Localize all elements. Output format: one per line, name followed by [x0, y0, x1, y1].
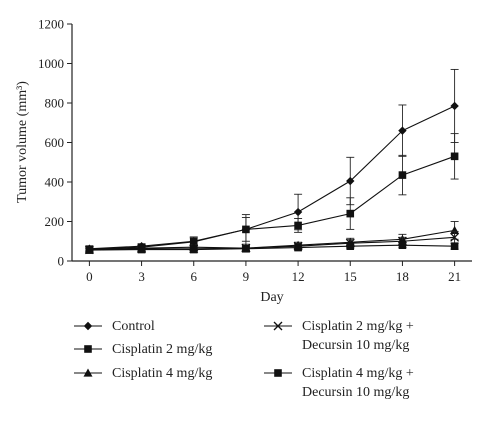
y-tick-label: 200	[45, 214, 65, 229]
y-tick-label: 400	[45, 175, 65, 190]
data-point	[450, 101, 459, 111]
data-point	[242, 244, 250, 253]
series-line	[89, 105, 455, 250]
data-point	[85, 246, 94, 254]
series-line	[89, 244, 455, 251]
data-point	[294, 243, 302, 252]
data-point	[450, 152, 459, 161]
legend-label: Cisplatin 4 mg/kg	[112, 366, 212, 381]
data-point	[189, 238, 198, 246]
legend-marker	[83, 321, 93, 331]
legend-item-3: Cisplatin 4 mg/kg	[74, 366, 212, 381]
legend-label: Control	[112, 319, 155, 334]
legend: Control Cisplatin 2 mg/kg Cisplatin 4 mg/k…	[74, 319, 414, 400]
x-tick-label: 3	[138, 269, 145, 284]
x-tick-label: 12	[292, 269, 305, 284]
series-5	[85, 241, 459, 254]
series-layer	[84, 68, 460, 255]
data-point	[450, 232, 460, 242]
data-point	[293, 207, 303, 217]
legend-label: Cisplatin 2 mg/kg +	[302, 319, 414, 334]
legend-marker	[84, 345, 92, 353]
legend-label: Cisplatin 4 mg/kg +	[302, 366, 414, 381]
series-line	[89, 155, 455, 250]
x-tick-label: 15	[344, 269, 357, 284]
data-point	[242, 225, 250, 234]
legend-label: Decursin 10 mg/kg	[302, 338, 409, 353]
data-point	[450, 242, 459, 250]
marker-stroke	[273, 321, 283, 331]
data-point	[346, 242, 355, 250]
x-tick-label: 18	[396, 269, 409, 284]
legend-label: Decursin 10 mg/kg	[302, 385, 409, 400]
series-line	[89, 236, 455, 251]
legend-item-4: Cisplatin 2 mg/kg + Decursin 10 mg/kg	[264, 319, 414, 353]
x-tick-label: 21	[448, 269, 461, 284]
marker-stroke	[450, 232, 460, 242]
data-point	[189, 245, 198, 254]
x-tick-label: 9	[243, 269, 250, 284]
x-axis-title: Day	[260, 290, 283, 305]
y-tick-label: 0	[58, 254, 65, 269]
y-tick-label: 600	[45, 135, 65, 150]
x-tick-label: 0	[86, 269, 93, 284]
legend-marker	[274, 369, 282, 377]
legend-marker	[83, 368, 93, 377]
y-tick-label: 800	[45, 96, 65, 111]
data-point	[346, 176, 355, 186]
legend-item-1: Control	[74, 319, 155, 334]
x-tick-label: 6	[190, 269, 197, 284]
data-point	[450, 225, 460, 234]
data-point	[398, 241, 407, 249]
axes: 0 200 400 600 800 1000 1200 0 3 6 9 12 15 18 21	[38, 17, 472, 284]
y-tick-label: 1000	[38, 56, 64, 71]
data-point	[398, 126, 407, 135]
data-point	[294, 221, 302, 230]
data-point	[137, 245, 146, 254]
legend-item-5: Cisplatin 4 mg/kg + Decursin 10 mg/kg	[264, 366, 414, 400]
legend-marker	[273, 321, 283, 331]
y-axis-title: Tumor volume (mm³)	[15, 81, 30, 203]
data-point	[398, 171, 407, 179]
y-tick-label: 1200	[38, 17, 64, 32]
legend-item-2: Cisplatin 2 mg/kg	[74, 342, 212, 357]
legend-label: Cisplatin 2 mg/kg	[112, 342, 212, 357]
data-point	[346, 209, 355, 218]
